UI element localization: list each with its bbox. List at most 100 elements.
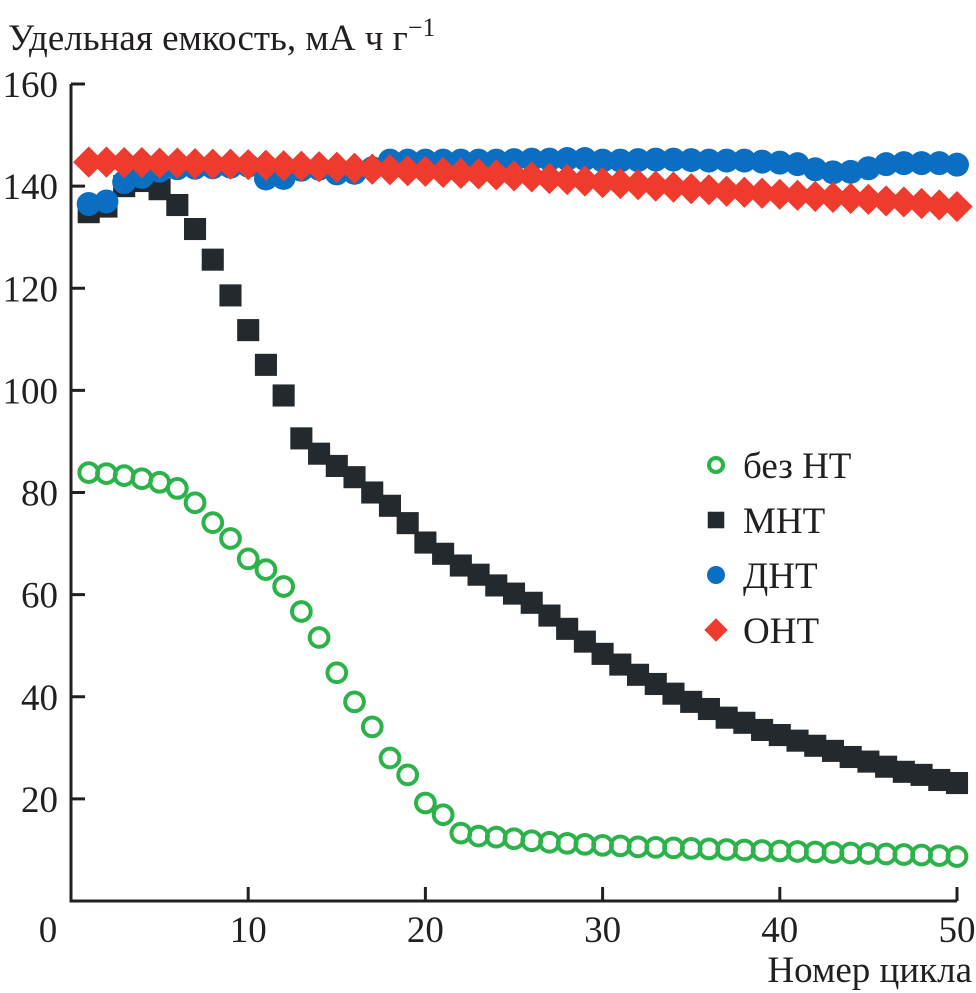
data-point	[781, 179, 814, 211]
x-tick-label: 40	[761, 910, 798, 951]
data-point	[285, 150, 317, 182]
legend-marker	[704, 618, 728, 642]
data-point	[711, 175, 743, 207]
x-tick-label: 30	[584, 910, 621, 951]
legend-label: без НТ	[743, 446, 851, 487]
data-point	[875, 755, 898, 778]
data-point	[214, 148, 247, 180]
data-point	[90, 146, 123, 178]
data-point	[587, 166, 619, 199]
data-point	[799, 180, 831, 212]
data-point	[360, 715, 384, 739]
y-axis-label: Удельная емкость, мА ч г−1	[8, 13, 436, 59]
data-point	[445, 157, 477, 189]
series-4	[73, 146, 973, 223]
data-point	[728, 176, 760, 208]
data-point	[891, 151, 916, 176]
data-point	[325, 454, 348, 477]
data-point	[888, 186, 920, 218]
data-point	[555, 147, 580, 172]
data-point	[533, 162, 566, 195]
data-point	[232, 149, 264, 181]
legend-marker	[707, 566, 725, 584]
data-point	[820, 160, 845, 185]
y-tick-label: 60	[21, 576, 58, 617]
data-point	[680, 690, 703, 713]
axis-frame	[69, 84, 957, 903]
y-tick-label: 160	[3, 65, 59, 106]
y-tick-label: 80	[21, 474, 58, 515]
y-axis-label-text: Удельная емкость, мА ч г	[8, 18, 408, 59]
data-point	[480, 159, 512, 191]
data-point	[803, 157, 828, 182]
data-point	[693, 174, 725, 206]
legend-item: ДНТ	[707, 556, 818, 597]
data-point	[130, 467, 154, 491]
data-point	[343, 690, 366, 714]
data-point	[945, 772, 969, 795]
data-point	[715, 706, 738, 729]
data-point	[643, 147, 668, 172]
data-point	[197, 148, 229, 180]
data-point	[857, 750, 880, 773]
data-point	[733, 711, 756, 734]
x-tick-label: 20	[407, 910, 444, 951]
data-point	[485, 574, 508, 597]
data-point	[657, 171, 690, 203]
data-point	[746, 177, 778, 209]
data-point	[432, 542, 455, 565]
y-tick-label: 140	[3, 167, 59, 208]
data-point	[675, 173, 707, 205]
data-point	[272, 575, 296, 598]
x-axis-label: Номер цикла	[767, 950, 972, 991]
data-point	[236, 547, 260, 571]
data-point	[870, 185, 902, 217]
data-point	[786, 729, 809, 752]
data-point	[94, 189, 119, 214]
data-point	[165, 477, 189, 500]
data-point	[431, 803, 455, 827]
data-point	[361, 481, 384, 504]
data-point	[268, 150, 300, 182]
data-point	[201, 511, 225, 534]
data-point	[303, 151, 335, 183]
data-point	[467, 563, 490, 586]
data-point	[604, 167, 636, 200]
data-point	[325, 661, 349, 685]
data-point	[767, 150, 792, 175]
data-point	[502, 148, 526, 173]
data-point	[321, 151, 353, 183]
data-point	[307, 626, 331, 649]
legend-marker	[706, 455, 726, 475]
data-point	[449, 554, 472, 577]
data-point	[609, 653, 632, 676]
data-point	[928, 768, 951, 792]
series-layer	[73, 146, 973, 868]
data-point	[764, 178, 796, 210]
data-point	[732, 148, 757, 173]
data-point	[201, 248, 224, 271]
data-point	[290, 427, 313, 450]
data-point	[852, 183, 884, 216]
data-point	[817, 181, 849, 213]
y-tick-label: 100	[3, 371, 59, 412]
data-point	[714, 148, 739, 173]
legend-item: без НТ	[706, 446, 851, 487]
data-point	[626, 148, 651, 173]
data-point	[183, 491, 207, 515]
data-point	[945, 152, 969, 177]
data-point	[374, 154, 406, 186]
data-point	[166, 193, 189, 217]
y-tick-label: 120	[3, 269, 59, 310]
data-point	[378, 746, 402, 770]
data-point	[308, 442, 331, 465]
data-point	[909, 151, 934, 176]
data-point	[892, 760, 915, 783]
data-point	[679, 148, 704, 173]
y-tick-label: 40	[21, 678, 58, 719]
data-point	[502, 582, 526, 605]
data-point	[108, 147, 140, 179]
data-point	[396, 512, 419, 535]
data-point	[941, 190, 973, 223]
